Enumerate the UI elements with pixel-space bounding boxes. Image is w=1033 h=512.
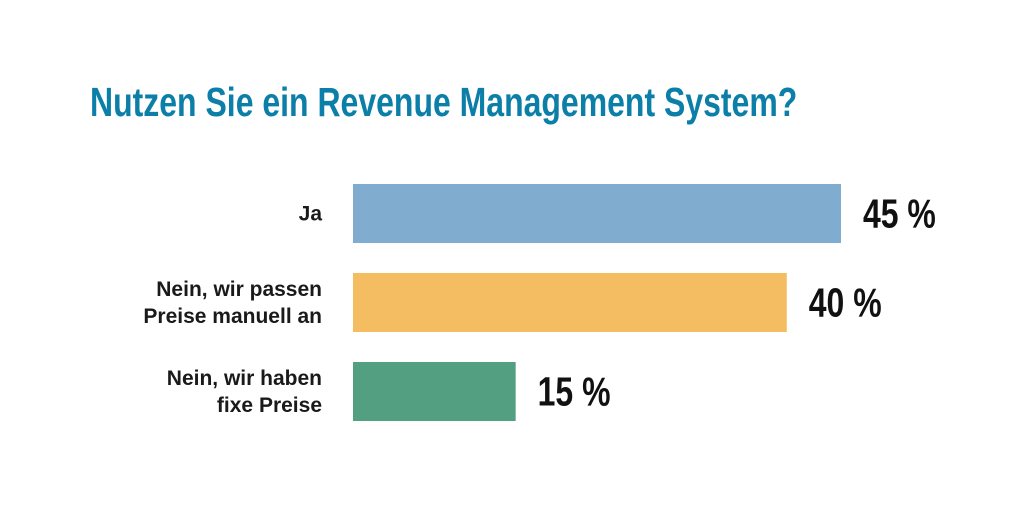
value-label-1: 40 % [809,280,882,326]
chart-title: Nutzen Sie ein Revenue Management System… [90,79,798,125]
category-label-line: Preise manuell an [143,305,322,328]
bar-1 [353,273,787,332]
value-label-2: 15 % [538,369,611,415]
category-label-line: Nein, wir haben [167,367,322,390]
category-label-line: Ja [299,203,323,226]
bar-2 [353,362,516,421]
value-label-0: 45 % [863,191,936,237]
category-label-line: fixe Preise [217,394,322,417]
category-label-0: Ja [299,203,323,226]
category-label-2: Nein, wir haben fixe Preise [167,367,322,417]
bar-0 [353,184,841,243]
category-label-line: Nein, wir passen [156,278,322,301]
category-label-1: Nein, wir passen Preise manuell an [143,278,322,328]
